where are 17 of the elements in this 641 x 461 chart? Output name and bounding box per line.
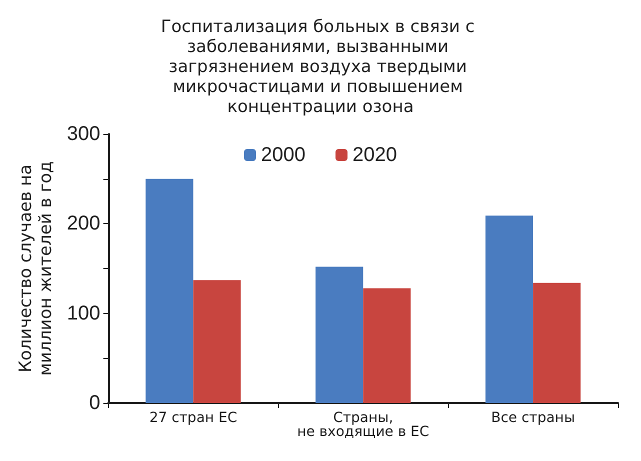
legend-label: 2000 bbox=[261, 144, 306, 166]
y-tick-label: 300 bbox=[66, 123, 100, 145]
legend-label: 2020 bbox=[352, 144, 397, 166]
y-tick-label: 100 bbox=[66, 302, 100, 324]
y-axis-title: Количество случаев на миллион жителей в год bbox=[16, 161, 56, 376]
y-tick-label: 200 bbox=[66, 212, 100, 235]
chart-title: Госпитализация больных в связи с заболеваниями, вызванными загрязнением воздуха твердыми микрочастицами и повышением концентрации озона bbox=[160, 17, 480, 117]
bar bbox=[485, 216, 534, 403]
x-tick-label: Страны, не входящие в ЕС bbox=[297, 410, 430, 440]
y-tick-label: 0 bbox=[89, 392, 100, 414]
x-tick-label: Все страны bbox=[491, 410, 575, 426]
x-tick-label: 27 стран ЕС bbox=[149, 410, 238, 426]
bar bbox=[193, 280, 241, 403]
bar bbox=[533, 282, 581, 403]
bar bbox=[363, 288, 411, 403]
bar bbox=[146, 178, 194, 403]
bar bbox=[316, 266, 364, 403]
